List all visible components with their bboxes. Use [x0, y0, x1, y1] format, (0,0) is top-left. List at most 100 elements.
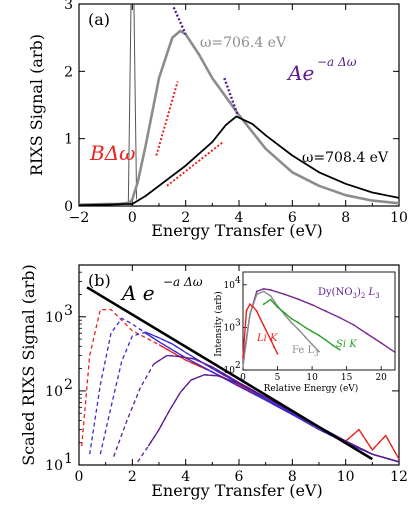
panel-a-x-tick-label: 6	[288, 210, 297, 226]
inset-x-tick-label: 20	[375, 373, 387, 383]
linear-guide-line-2	[166, 141, 224, 187]
inset-point-dy	[269, 289, 272, 291]
elastic-peak-line	[127, 3, 138, 203]
inset-point-fe	[297, 328, 300, 331]
panel-b-x-tick-label: 8	[288, 469, 297, 485]
inset-point-fe	[245, 339, 248, 342]
inset-point-dy	[325, 310, 327, 313]
inset-point-dy	[255, 290, 258, 293]
panel-b-y-tick-exponent: 3	[64, 303, 73, 319]
inset-point-si	[276, 306, 279, 308]
inset-point-si	[311, 330, 313, 333]
panel-b-spectrum-tail-5	[147, 374, 400, 463]
panel-a-x-tick-label: −2	[69, 210, 90, 226]
inset-point-fe	[242, 365, 244, 368]
panel-b-x-tick-label: 2	[128, 469, 137, 485]
panel-a-y-tick-label: 3	[64, 0, 73, 13]
panel-a-label: (a)	[88, 10, 110, 29]
inset-y-tick-label: 10	[224, 323, 236, 333]
inset-point-li	[249, 303, 251, 306]
inset-point-si	[304, 326, 307, 329]
inset-y-tick-exponent: 4	[235, 276, 241, 286]
panel-b-y-tick-label: 10	[45, 384, 63, 400]
panel-b-y-tick-label: 10	[45, 310, 63, 326]
inset-point-fe	[269, 295, 272, 297]
annotation-omega-708: ω=708.4 eV	[302, 150, 389, 166]
annotation-omega-706: ω=706.4 eV	[200, 35, 287, 51]
inset-point-dy	[352, 323, 355, 326]
inset-point-si	[297, 321, 300, 324]
inset-point-si	[331, 344, 334, 347]
inset-point-si	[269, 298, 272, 301]
inset-plot-area	[242, 288, 396, 368]
inset-x-tick-label: 5	[275, 373, 281, 383]
panel-a-x-tick-label: 8	[341, 210, 350, 226]
fit-label: A e	[120, 281, 155, 305]
inset-point-fe	[311, 343, 313, 346]
inset-point-li	[262, 324, 265, 327]
inset-point-dy	[262, 288, 265, 290]
inset-point-si	[262, 303, 265, 306]
panel-a-x-tick-label: 0	[128, 210, 137, 226]
panel-b-y-tick-label: 10	[45, 458, 63, 474]
panel-b-y-axis-label: Scaled RIXS Signal (arb)	[19, 264, 38, 465]
inset-point-fe	[318, 350, 320, 353]
panel-b-x-ticks: 0 2 4 6 8 10 12	[75, 265, 408, 485]
annotation-exp-law-exponent: −a Δω	[317, 55, 357, 69]
inset-x-tick-label: 15	[341, 373, 353, 383]
inset-point-dy	[311, 303, 313, 306]
inset-point-fe	[283, 313, 286, 316]
panel-b-spectrum-tail-4	[153, 354, 400, 463]
panel-a-y-axis-label: RIXS Signal (arb)	[27, 34, 46, 176]
inset-frame	[242, 271, 396, 371]
panel-b-x-tick-label: 10	[337, 469, 355, 485]
inset-point-li	[269, 338, 272, 341]
inset-point-fe	[304, 336, 307, 338]
inset-point-li	[273, 345, 275, 348]
inset-point-li	[276, 352, 279, 355]
panel-a-x-ticks: −2 0 2 4 6 8 10	[69, 4, 408, 226]
inset-point-li	[245, 309, 248, 312]
panel-b-x-tick-label: 6	[235, 469, 244, 485]
panel-a-series-line-1	[78, 29, 400, 206]
inset-point-si	[325, 339, 327, 342]
inset-point-fe	[249, 313, 251, 316]
inset-point-dy	[394, 351, 396, 354]
panel-a-x-tick-label: 2	[181, 210, 190, 226]
panel-a-y-tick-label: 2	[64, 64, 73, 80]
annotation-exp-law: Ae	[286, 61, 314, 85]
panel-b-x-tick-label: 0	[75, 469, 84, 485]
panel-b-x-tick-label: 12	[390, 469, 408, 485]
inset-series-dy	[242, 288, 396, 363]
inset-point-li	[259, 317, 262, 320]
inset-point-si	[283, 311, 286, 314]
panel-b-x-tick-label: 4	[181, 469, 190, 485]
annotation-linear-law: BΔω	[89, 141, 135, 165]
linear-guide-line-1	[155, 81, 179, 156]
panel-a-x-axis-label: Energy Transfer (eV)	[151, 221, 322, 240]
inset-y-axis-label: Intensity (arb)	[213, 291, 224, 357]
inset-point-dy	[338, 316, 341, 319]
inset-point-dy	[283, 293, 286, 296]
inset-y-tick-exponent: 3	[235, 318, 241, 328]
inset-label-si: Si K	[336, 339, 357, 350]
inset-series-li	[242, 303, 279, 358]
inset-label-fe: Fe L3	[292, 345, 319, 358]
inset-point-dy	[297, 298, 300, 301]
inset-label-li: Li K	[256, 333, 278, 344]
inset-x-axis-label: Relative Energy (eV)	[264, 383, 359, 394]
panel-b-label: (b)	[88, 271, 111, 290]
inset-label-dy: Dy(NO3)2 L3	[318, 287, 380, 300]
panel-b-exponential-fit-line	[86, 286, 374, 461]
inset-y-tick-label: 10	[224, 366, 236, 376]
inset-point-li	[255, 310, 258, 313]
panel-a-plot-area	[78, 3, 400, 207]
panel-b-plot-area	[81, 286, 400, 463]
inset-x-ticks: 0 5 10 15 20	[240, 366, 387, 383]
exp-guide-line-2	[223, 77, 239, 116]
